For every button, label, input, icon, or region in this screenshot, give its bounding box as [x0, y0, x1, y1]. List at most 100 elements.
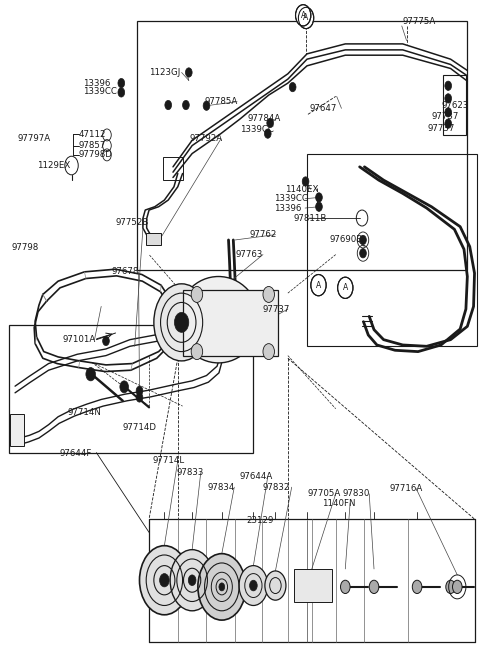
Text: 13396: 13396 [83, 79, 110, 88]
Circle shape [316, 202, 323, 211]
Bar [163, 157, 182, 180]
Circle shape [445, 81, 452, 91]
Text: 97714N: 97714N [68, 408, 102, 418]
Text: 97762: 97762 [250, 230, 277, 239]
Circle shape [198, 553, 246, 620]
Text: 97714D: 97714D [122, 423, 156, 432]
Text: 97101A: 97101A [63, 335, 96, 344]
Text: 1140FN: 1140FN [323, 499, 356, 507]
Text: 97737: 97737 [262, 304, 289, 314]
Circle shape [154, 284, 209, 361]
Text: 97830: 97830 [342, 490, 370, 498]
Text: 97763: 97763 [235, 250, 263, 259]
Circle shape [191, 286, 203, 302]
Text: 97644F: 97644F [59, 450, 92, 458]
Text: 47112: 47112 [78, 131, 106, 139]
Circle shape [446, 580, 456, 593]
Bar [444, 75, 467, 135]
Circle shape [340, 580, 350, 593]
Bar [294, 569, 332, 602]
Circle shape [120, 381, 129, 393]
Bar [307, 154, 477, 346]
Text: 97690B: 97690B [329, 236, 362, 244]
Text: 97811B: 97811B [294, 214, 327, 223]
Circle shape [296, 5, 311, 26]
Circle shape [302, 176, 309, 186]
Ellipse shape [178, 276, 259, 363]
Text: 1339CC: 1339CC [275, 194, 308, 203]
Circle shape [86, 368, 96, 381]
Circle shape [267, 119, 274, 128]
Circle shape [360, 248, 366, 258]
Circle shape [103, 336, 109, 346]
Circle shape [263, 344, 275, 360]
Circle shape [250, 580, 257, 591]
Circle shape [118, 88, 125, 97]
Circle shape [188, 575, 196, 585]
Text: 1140EX: 1140EX [285, 185, 318, 194]
Circle shape [360, 235, 366, 244]
Circle shape [165, 101, 171, 110]
Text: 97785A: 97785A [204, 97, 237, 106]
Text: 97647: 97647 [310, 104, 337, 113]
Text: A: A [343, 283, 348, 292]
Circle shape [239, 565, 268, 605]
Circle shape [265, 571, 286, 600]
Circle shape [445, 108, 452, 117]
Text: 97775A: 97775A [403, 17, 436, 27]
Circle shape [182, 101, 189, 110]
Circle shape [412, 580, 422, 593]
Circle shape [311, 274, 326, 296]
Circle shape [136, 393, 143, 402]
Circle shape [316, 192, 323, 202]
Circle shape [453, 580, 462, 593]
Text: 97857: 97857 [78, 141, 106, 150]
Text: 97737: 97737 [432, 112, 459, 121]
Text: 97737: 97737 [428, 124, 455, 133]
Text: A: A [316, 280, 321, 290]
Text: 1339CC: 1339CC [240, 125, 274, 134]
Text: 97834: 97834 [207, 483, 235, 492]
Text: 1129EX: 1129EX [37, 161, 70, 170]
Circle shape [445, 119, 452, 129]
Circle shape [118, 79, 125, 88]
Text: 1339CC: 1339CC [83, 87, 117, 96]
Text: 97832: 97832 [263, 483, 290, 492]
Circle shape [174, 312, 189, 332]
Circle shape [219, 583, 225, 591]
Circle shape [264, 129, 271, 139]
Bar [182, 290, 278, 356]
Text: 97678: 97678 [112, 267, 139, 276]
Bar [10, 414, 24, 446]
Text: 97705A: 97705A [308, 490, 341, 498]
Circle shape [185, 68, 192, 77]
Bar [137, 21, 468, 270]
Text: 97644A: 97644A [239, 472, 272, 481]
Text: 97792A: 97792A [189, 135, 222, 143]
Circle shape [263, 286, 275, 302]
Text: 97798D: 97798D [78, 151, 112, 159]
Text: 97623: 97623 [441, 101, 468, 110]
Text: 97716A: 97716A [389, 484, 422, 493]
Bar [146, 233, 160, 245]
Circle shape [140, 545, 189, 615]
Text: 97833: 97833 [177, 468, 204, 477]
Text: 1123GJ: 1123GJ [149, 68, 180, 77]
Text: 97752B: 97752B [116, 218, 149, 227]
Circle shape [203, 101, 210, 111]
Text: 97798: 97798 [11, 244, 38, 252]
Circle shape [445, 94, 452, 103]
Text: 97714L: 97714L [153, 456, 185, 465]
Circle shape [191, 344, 203, 360]
Text: 23129: 23129 [246, 516, 274, 525]
Text: 13396: 13396 [275, 204, 302, 212]
Text: 97784A: 97784A [247, 115, 280, 123]
Circle shape [170, 549, 214, 611]
Circle shape [299, 7, 314, 29]
Circle shape [369, 580, 379, 593]
Circle shape [136, 386, 143, 396]
Circle shape [337, 277, 353, 298]
Bar [9, 325, 253, 453]
Text: A: A [300, 11, 306, 20]
Text: A: A [303, 13, 309, 23]
